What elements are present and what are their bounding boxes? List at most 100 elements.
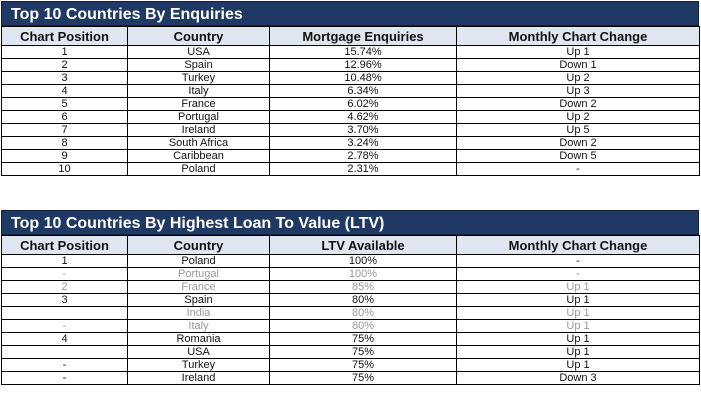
cell-value: 3.70% — [269, 123, 457, 137]
cell-monthly-change: Up 1 — [456, 345, 700, 359]
cell-value: 10.48% — [269, 71, 457, 85]
cell-country: France — [127, 97, 270, 111]
table-row: 4 Romania 75% Up 1 — [1, 332, 700, 346]
column-header-chart-position: Chart Position — [1, 235, 128, 255]
cell-monthly-change: Up 1 — [456, 358, 700, 372]
cell-country: Portugal — [127, 110, 270, 124]
cell-country: Portugal — [127, 267, 270, 281]
column-header-country: Country — [127, 235, 270, 255]
column-header-monthly-chart-change: Monthly Chart Change — [456, 235, 700, 255]
table-row: 5 France 6.02% Down 2 — [1, 97, 700, 111]
cell-monthly-change: - — [456, 162, 700, 176]
cell-country: Romania — [127, 332, 270, 346]
cell-chart-position: 3 — [1, 293, 128, 307]
table-row: - Ireland 75% Down 3 — [1, 371, 700, 385]
cell-chart-position: 5 — [1, 97, 128, 111]
cell-monthly-change: - — [456, 267, 700, 281]
cell-monthly-change: Down 5 — [456, 149, 700, 163]
cell-chart-position: - — [1, 319, 128, 333]
cell-chart-position: 7 — [1, 123, 128, 137]
cell-monthly-change: Up 1 — [456, 332, 700, 346]
cell-chart-position: - — [1, 358, 128, 372]
cell-monthly-change: Down 2 — [456, 97, 700, 111]
cell-chart-position: 6 — [1, 110, 128, 124]
enquiries-header-row: Chart Position Country Mortgage Enquirie… — [1, 26, 700, 46]
cell-country: Poland — [127, 162, 270, 176]
cell-value: 2.31% — [269, 162, 457, 176]
cell-monthly-change: Down 3 — [456, 371, 700, 385]
cell-chart-position: 4 — [1, 84, 128, 98]
table-row: 3 Turkey 10.48% Up 2 — [1, 71, 700, 85]
cell-country: South Africa — [127, 136, 270, 150]
cell-country: Caribbean — [127, 149, 270, 163]
ltv-header-row: Chart Position Country LTV Available Mon… — [1, 235, 700, 255]
cell-country: Ireland — [127, 123, 270, 137]
ltv-table-body: 1 Poland 100% - - Portugal 100% -2 France 85% Up 1… — [1, 254, 700, 385]
cell-value: 12.96% — [269, 58, 457, 72]
cell-monthly-change: Up 1 — [456, 306, 700, 320]
table-row: - Italy 80% Up 1 — [1, 319, 700, 333]
table-row: 9 Caribbean 2.78% Down 5 — [1, 149, 700, 163]
cell-country: USA — [127, 345, 270, 359]
cell-value: 4.62% — [269, 110, 457, 124]
table-row: 10 Poland 2.31% - — [1, 162, 700, 176]
cell-value: 6.34% — [269, 84, 457, 98]
cell-monthly-change: Up 3 — [456, 84, 700, 98]
cell-value: 75% — [269, 332, 457, 346]
cell-value: 15.74% — [269, 45, 457, 59]
cell-country: USA — [127, 45, 270, 59]
cell-value: 80% — [269, 306, 457, 320]
cell-chart-position: - — [1, 267, 128, 281]
cell-chart-position: 1 — [1, 45, 128, 59]
cell-chart-position: 1 — [1, 254, 128, 268]
column-header-monthly-chart-change: Monthly Chart Change — [456, 26, 700, 46]
cell-country: France — [127, 280, 270, 294]
cell-chart-position: - — [1, 371, 128, 385]
cell-value: 100% — [269, 267, 457, 281]
table-row: 7 Ireland 3.70% Up 5 — [1, 123, 700, 137]
column-header-country: Country — [127, 26, 270, 46]
enquiries-table: Chart Position Country Mortgage Enquirie… — [1, 26, 700, 176]
cell-country: Italy — [127, 319, 270, 333]
cell-country: Spain — [127, 58, 270, 72]
cell-value: 75% — [269, 358, 457, 372]
table-row: 6 Portugal 4.62% Up 2 — [1, 110, 700, 124]
ltv-table-title: Top 10 Countries By Highest Loan To Valu… — [1, 210, 699, 235]
cell-value: 80% — [269, 319, 457, 333]
cell-country: Italy — [127, 84, 270, 98]
cell-monthly-change: Up 2 — [456, 110, 700, 124]
cell-value: 80% — [269, 293, 457, 307]
cell-value: 3.24% — [269, 136, 457, 150]
cell-value: 75% — [269, 345, 457, 359]
table-row: 2 France 85% Up 1 — [1, 280, 700, 294]
column-header-chart-position: Chart Position — [1, 26, 128, 46]
ltv-table-block: Top 10 Countries By Highest Loan To Valu… — [1, 210, 700, 385]
cell-monthly-change: Up 1 — [456, 280, 700, 294]
cell-value: 100% — [269, 254, 457, 268]
cell-chart-position — [1, 345, 128, 359]
cell-country: Poland — [127, 254, 270, 268]
cell-monthly-change: Down 1 — [456, 58, 700, 72]
cell-value: 2.78% — [269, 149, 457, 163]
cell-monthly-change: Up 2 — [456, 71, 700, 85]
cell-country: Ireland — [127, 371, 270, 385]
cell-country: Turkey — [127, 358, 270, 372]
table-row: 2 Spain 12.96% Down 1 — [1, 58, 700, 72]
cell-chart-position: 10 — [1, 162, 128, 176]
cell-chart-position: 2 — [1, 280, 128, 294]
cell-chart-position — [1, 306, 128, 320]
table-row: 1 USA 15.74% Up 1 — [1, 45, 700, 59]
cell-monthly-change: Up 1 — [456, 45, 700, 59]
table-row: India 80% Up 1 — [1, 306, 700, 320]
table-row: 3 Spain 80% Up 1 — [1, 293, 700, 307]
table-row: - Turkey 75% Up 1 — [1, 358, 700, 372]
ltv-table: Chart Position Country LTV Available Mon… — [1, 235, 700, 385]
cell-chart-position: 8 — [1, 136, 128, 150]
enquiries-table-body: 1 USA 15.74% Up 1 2 Spain 12.96% Down 1 3 Turkey 1… — [1, 45, 700, 176]
cell-value: 75% — [269, 371, 457, 385]
cell-country: Spain — [127, 293, 270, 307]
cell-country: India — [127, 306, 270, 320]
column-header-mortgage-enquiries: Mortgage Enquiries — [269, 26, 457, 46]
cell-monthly-change: Up 5 — [456, 123, 700, 137]
cell-chart-position: 4 — [1, 332, 128, 346]
